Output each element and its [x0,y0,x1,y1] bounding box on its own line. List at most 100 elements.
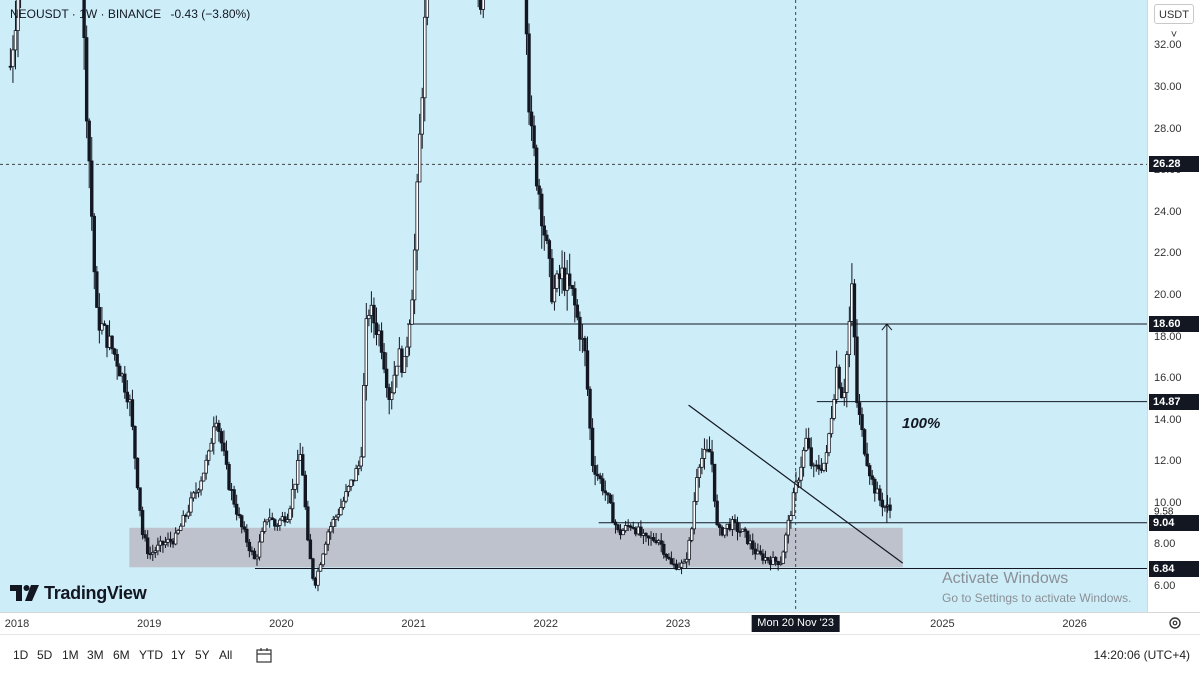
range-1y-button[interactable]: 1Y [171,648,186,662]
candle-body [799,466,803,481]
time-tick-label: 2021 [401,618,426,630]
candle-body [201,472,206,482]
candle-body [290,489,295,510]
candle-body [623,525,628,531]
time-tick-label: 2025 [930,618,955,630]
chart-plot-area[interactable]: NEOUSDT · 1W · BINANCE -0.43 (−3.80%) 10… [0,0,1147,612]
candle-body [880,499,885,508]
crosshair-date-label: Mon 20 Nov '23 [751,615,841,632]
candle-body [318,564,323,572]
candle-body [817,464,821,470]
candle-body [715,500,719,526]
candle-body [537,185,541,195]
candle-body [700,457,704,468]
currency-selector[interactable]: USDT ˅ [1154,4,1194,41]
candle-body [257,541,262,558]
candle-body [697,466,702,479]
time-tick-label: 2018 [4,618,30,630]
candle-body [273,519,277,527]
candle-body [692,500,696,530]
candle-body [143,534,147,539]
time-axis[interactable]: Mon 20 Nov '23 2018 2019 2020 2021 2022 2023 2… [0,612,1200,634]
range-5y-button[interactable]: 5Y [195,648,210,662]
interval-label[interactable]: 1W [79,7,98,21]
clock-timezone[interactable]: 14:20:06 (UTC+4) [1093,648,1190,662]
tradingview-logo-icon [10,585,39,601]
candle-body [316,570,320,586]
candle-body [176,530,180,534]
price-axis[interactable]: 32.0030.0028.0026.0024.0022.0020.0018.00… [1147,0,1200,612]
candle-body [690,528,694,541]
candle-body [384,368,389,388]
range-1m-button[interactable]: 1M [62,648,79,662]
price-tick-label: 14.00 [1154,413,1182,426]
candle-body [481,0,485,10]
candle-body [862,429,867,455]
candle-body [362,385,366,458]
range-ytd-button[interactable]: YTD [139,648,163,662]
candle-body [112,348,117,355]
candle-body [331,519,335,528]
watermark-subtitle: Go to Settings to activate Windows. [942,591,1132,605]
candle-body [407,323,412,348]
candle-body [344,491,348,502]
candle-body [11,49,15,68]
candle-body [138,487,142,511]
candle-body [865,453,869,466]
symbol-name[interactable]: NEOUSDT [10,7,69,21]
candle-body [867,465,872,477]
candle-body [163,542,168,546]
range-5d-button[interactable]: 5D [37,648,53,662]
candle-body [364,318,369,386]
candle-body [575,304,580,318]
candle-body [359,456,363,467]
candle-body [621,530,625,536]
candle-body [646,535,651,539]
candle-body [611,502,615,523]
candle-body [308,539,313,560]
candle-body [179,525,183,531]
range-1d-button[interactable]: 1D [13,648,29,662]
candle-body [852,283,857,338]
range-6m-button[interactable]: 6M [113,648,130,662]
candle-body [242,526,246,530]
candle-body [573,288,577,306]
candle-body [412,249,417,301]
range-3m-button[interactable]: 3M [87,648,104,662]
candle-body [644,532,648,537]
range-all-button[interactable]: All [219,648,233,662]
candle-body [590,427,595,466]
candle-body [92,215,96,273]
candle-body [140,510,145,536]
candle-body [212,426,216,444]
candle-body [745,530,750,545]
time-tick-label: 2026 [1062,618,1087,630]
candle-body [781,551,785,564]
candle-body [189,497,193,513]
candle-body [527,33,531,113]
candle-body [135,457,140,489]
candle-body [529,111,534,127]
gear-icon[interactable] [1168,616,1182,630]
candle-body [379,330,384,353]
candle-body [321,553,325,566]
candle-body [153,550,158,553]
candle-body [219,431,224,444]
candle-body [227,464,231,490]
candle-body [677,566,681,570]
price-tick-label: 32.00 [1154,39,1182,52]
candle-body [779,562,783,565]
candle-body [151,552,155,555]
last-price-label: 9.58 [1154,506,1174,518]
date-range-icon[interactable] [255,646,273,664]
candle-body [16,0,20,31]
candle-body [532,125,536,149]
activate-windows-watermark: Activate Windows Go to Settings to activ… [942,570,1131,605]
candle-body [87,120,91,162]
candle-body [262,521,267,532]
candle-body [547,240,552,259]
tradingview-logo: TradingView [10,582,147,604]
candle-body [341,500,346,508]
candle-body [247,541,252,552]
price-tick-label: 10.00 [1154,496,1182,509]
